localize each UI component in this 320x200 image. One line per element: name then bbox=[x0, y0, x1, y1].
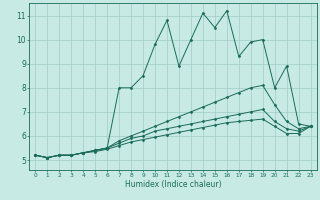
X-axis label: Humidex (Indice chaleur): Humidex (Indice chaleur) bbox=[124, 180, 221, 189]
